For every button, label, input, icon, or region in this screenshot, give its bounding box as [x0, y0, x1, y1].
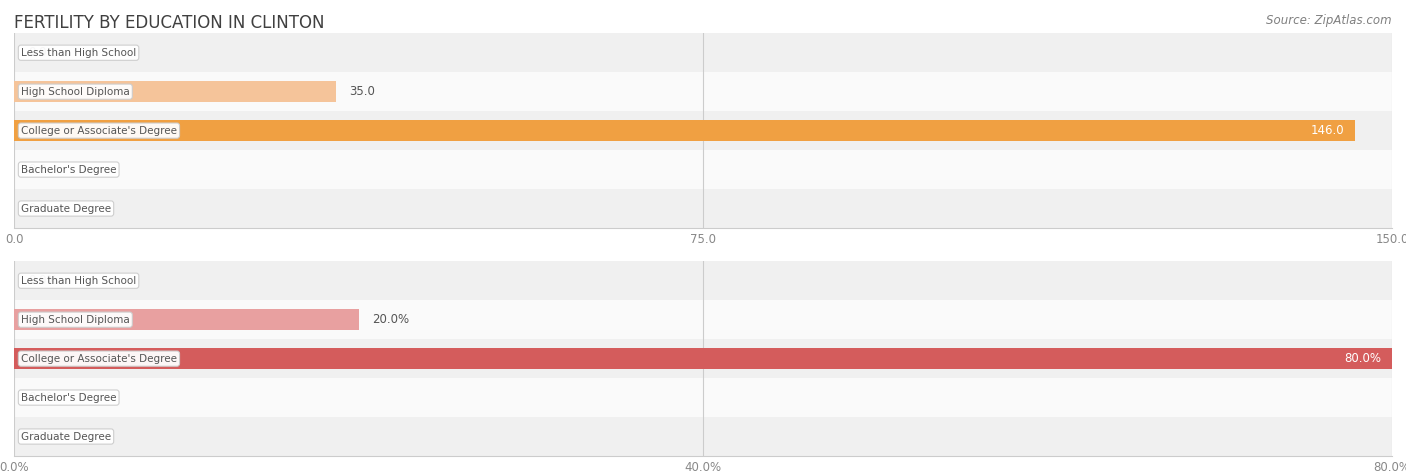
- Text: College or Associate's Degree: College or Associate's Degree: [21, 125, 177, 136]
- Bar: [14, 150, 1392, 189]
- Text: FERTILITY BY EDUCATION IN CLINTON: FERTILITY BY EDUCATION IN CLINTON: [14, 14, 325, 32]
- Bar: [14, 309, 359, 331]
- Bar: [14, 378, 1392, 417]
- Text: Bachelor's Degree: Bachelor's Degree: [21, 164, 117, 175]
- Text: 146.0: 146.0: [1310, 124, 1344, 137]
- Text: Graduate Degree: Graduate Degree: [21, 203, 111, 214]
- Bar: [14, 72, 1392, 111]
- Text: 0.0%: 0.0%: [28, 430, 58, 443]
- Bar: [14, 417, 1392, 456]
- Bar: [14, 300, 1392, 339]
- Bar: [14, 120, 1355, 142]
- Text: Bachelor's Degree: Bachelor's Degree: [21, 392, 117, 403]
- Bar: [14, 339, 1392, 378]
- Text: High School Diploma: High School Diploma: [21, 86, 129, 97]
- Text: Source: ZipAtlas.com: Source: ZipAtlas.com: [1267, 14, 1392, 27]
- Text: Less than High School: Less than High School: [21, 276, 136, 286]
- Text: 0.0%: 0.0%: [28, 274, 58, 287]
- Text: 80.0%: 80.0%: [1344, 352, 1381, 365]
- Text: 0.0: 0.0: [28, 163, 46, 176]
- Bar: [14, 111, 1392, 150]
- Bar: [14, 348, 1392, 370]
- Text: 0.0: 0.0: [28, 202, 46, 215]
- Text: Graduate Degree: Graduate Degree: [21, 431, 111, 442]
- Bar: [14, 189, 1392, 228]
- Text: 20.0%: 20.0%: [373, 313, 409, 326]
- Bar: [14, 81, 336, 103]
- Text: 0.0%: 0.0%: [28, 391, 58, 404]
- Bar: [14, 33, 1392, 72]
- Text: High School Diploma: High School Diploma: [21, 314, 129, 325]
- Text: 35.0: 35.0: [349, 85, 375, 98]
- Text: Less than High School: Less than High School: [21, 48, 136, 58]
- Text: College or Associate's Degree: College or Associate's Degree: [21, 353, 177, 364]
- Bar: [14, 261, 1392, 300]
- Text: 0.0: 0.0: [28, 46, 46, 59]
